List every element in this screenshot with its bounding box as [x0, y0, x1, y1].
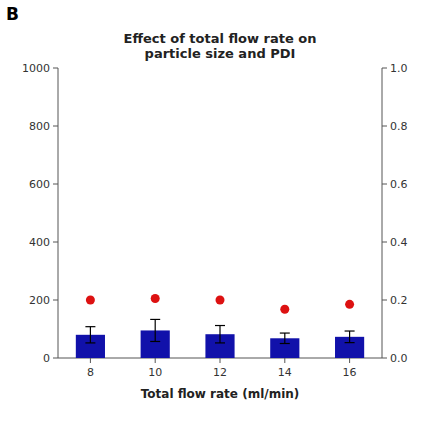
y2-tick — [382, 358, 387, 359]
point — [151, 294, 160, 303]
x-tick — [90, 358, 91, 363]
y2-tick — [382, 68, 387, 69]
point — [345, 300, 354, 309]
error-stem — [349, 331, 350, 343]
y2-tick — [382, 242, 387, 243]
y-tick-label: 400 — [29, 236, 50, 249]
x-axis-label: Total flow rate (ml/min) — [141, 387, 300, 401]
error-bar — [345, 331, 355, 343]
error-cap — [150, 341, 160, 342]
y-tick-label: 800 — [29, 120, 50, 133]
error-bar — [150, 319, 160, 341]
y-tick — [53, 68, 58, 69]
x-tick — [155, 358, 156, 363]
y-tick-label: 200 — [29, 294, 50, 307]
y2-tick — [382, 184, 387, 185]
error-stem — [219, 326, 220, 343]
y2-tick-label: 0.2 — [390, 294, 408, 307]
error-bar — [85, 327, 95, 343]
y2-tick-label: 0.8 — [390, 120, 408, 133]
chart: B Effect of total flow rate onparticle si… — [0, 0, 437, 437]
error-stem — [155, 319, 156, 341]
y2-tick-label: 0.6 — [390, 178, 408, 191]
error-stem — [90, 327, 91, 343]
y2-axis-line — [382, 68, 383, 358]
title-line: particle size and PDI — [145, 46, 296, 61]
error-cap — [345, 342, 355, 343]
error-cap — [85, 342, 95, 343]
error-cap — [85, 326, 95, 327]
error-cap — [215, 325, 225, 326]
y2-tick — [382, 126, 387, 127]
error-cap — [150, 319, 160, 320]
error-bar — [215, 326, 225, 343]
point — [216, 296, 225, 305]
y-tick-label: 1000 — [22, 62, 50, 75]
title: Effect of total flow rate onparticle siz… — [124, 31, 317, 61]
error-stem — [284, 333, 285, 343]
y2-tick-label: 1.0 — [390, 62, 408, 75]
y2-tick — [382, 300, 387, 301]
x-tick — [284, 358, 285, 363]
x-tick — [220, 358, 221, 363]
marks — [76, 294, 364, 358]
y-tick — [53, 358, 58, 359]
y-tick — [53, 242, 58, 243]
x-tick-label: 14 — [278, 366, 292, 379]
error-cap — [280, 332, 290, 333]
x-tick-label: 10 — [148, 366, 162, 379]
error-cap — [280, 343, 290, 344]
error-cap — [345, 330, 355, 331]
x-tick-label: 16 — [343, 366, 357, 379]
y-tick — [53, 300, 58, 301]
x-tick-label: 12 — [213, 366, 227, 379]
y-axis-line — [58, 68, 59, 358]
y-tick — [53, 126, 58, 127]
point — [280, 305, 289, 314]
point — [86, 296, 95, 305]
x-tick — [349, 358, 350, 363]
y-tick-label: 0 — [43, 352, 50, 365]
title-line: Effect of total flow rate on — [124, 31, 317, 46]
x-tick-label: 8 — [87, 366, 94, 379]
y2-tick-label: 0.0 — [390, 352, 408, 365]
y-tick-label: 600 — [29, 178, 50, 191]
y-tick — [53, 184, 58, 185]
y2-tick-label: 0.4 — [390, 236, 408, 249]
error-cap — [215, 342, 225, 343]
panel-label: B — [6, 4, 19, 24]
error-bar — [280, 333, 290, 343]
